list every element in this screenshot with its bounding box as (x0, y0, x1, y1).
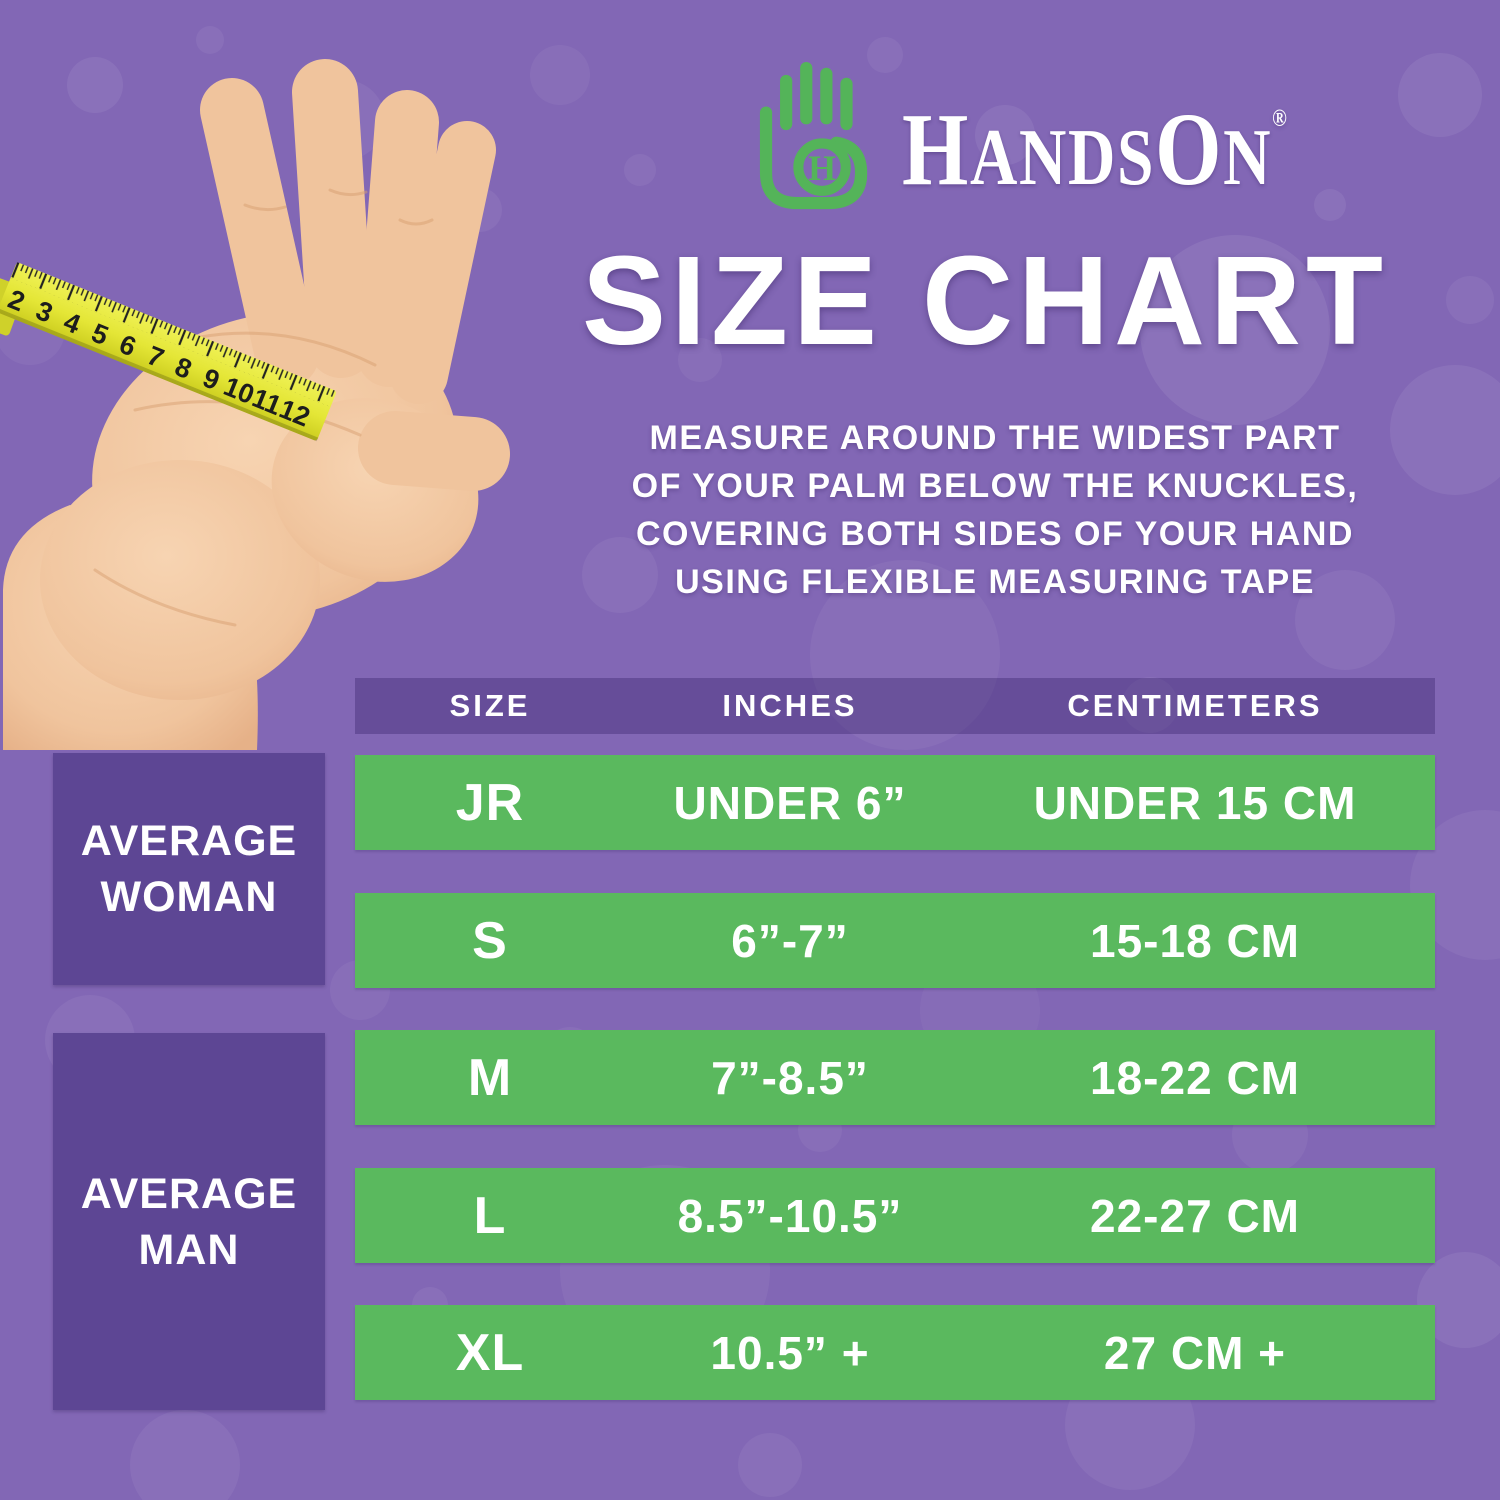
panel-label-line: WOMAN (100, 873, 278, 921)
centimeters-cell: 15-18 CM (1090, 914, 1300, 967)
size-row-s: S 6”-7” 15-18 CM (355, 893, 1435, 988)
brand-letter: H (902, 92, 970, 207)
instruction-line: COVERING BOTH SIDES OF YOUR HAND (636, 515, 1354, 553)
inches-cell: UNDER 6” (673, 776, 907, 829)
centimeters-cell: UNDER 15 CM (1033, 776, 1357, 829)
brand-name: HANDSON® (902, 98, 1287, 202)
hand-with-measuring-tape-illustration: 2 3 4 5 6 7 8 9 10 11 12 (0, 59, 510, 750)
panel-label-line: MAN (138, 1225, 240, 1274)
brand-logo: H HANDSON® (742, 58, 1371, 216)
hands-on-logo-icon: H (759, 61, 868, 210)
brand-letter: N (1223, 114, 1273, 202)
average-woman-panel: AVERAGE WOMAN (53, 753, 325, 985)
centimeters-cell: 18-22 CM (1090, 1051, 1300, 1104)
centimeters-cell: 22-27 CM (1090, 1189, 1300, 1242)
size-cell: JR (455, 773, 525, 832)
brand-letters: ANDS (969, 114, 1156, 202)
panel-label-line: AVERAGE (80, 1169, 298, 1218)
hand-shape (3, 59, 510, 750)
inches-cell: 10.5” + (710, 1326, 870, 1379)
column-header-inches: INCHES (722, 688, 858, 723)
instruction-line: USING FLEXIBLE MEASURING TAPE (675, 563, 1315, 601)
size-row-l: L 8.5”-10.5” 22-27 CM (355, 1168, 1435, 1263)
registered-mark: ® (1272, 106, 1287, 132)
size-row-m: M 7”-8.5” 18-22 CM (355, 1030, 1435, 1125)
instruction-line: MEASURE AROUND THE WIDEST PART (649, 419, 1341, 457)
size-row-jr: JR UNDER 6” UNDER 15 CM (355, 755, 1435, 850)
column-header-size: SIZE (449, 688, 531, 723)
page-title: SIZE CHART (582, 230, 1388, 371)
size-row-xl: XL 10.5” + 27 CM + (355, 1305, 1435, 1400)
measuring-tape: 2 3 4 5 6 7 8 9 10 11 12 (0, 262, 337, 442)
size-cell: M (467, 1048, 513, 1107)
size-table-header: SIZE INCHES CENTIMETERS (355, 678, 1435, 734)
centimeters-cell: 27 CM + (1103, 1326, 1287, 1379)
average-man-panel: AVERAGE MAN (53, 1033, 325, 1410)
inches-cell: 7”-8.5” (711, 1051, 869, 1104)
brand-letter: O (1155, 92, 1224, 207)
size-cell: S (472, 911, 508, 970)
svg-text:H: H (808, 148, 836, 188)
measuring-instructions: MEASURE AROUND THE WIDEST PART OF YOUR P… (520, 414, 1470, 606)
size-cell: XL (455, 1323, 525, 1382)
inches-cell: 6”-7” (731, 914, 849, 967)
instruction-line: OF YOUR PALM BELOW THE KNUCKLES, (631, 467, 1359, 505)
size-cell: L (473, 1186, 507, 1245)
inches-cell: 8.5”-10.5” (677, 1189, 903, 1242)
panel-label-line: AVERAGE (80, 817, 298, 865)
column-header-centimeters: CENTIMETERS (1067, 688, 1323, 723)
